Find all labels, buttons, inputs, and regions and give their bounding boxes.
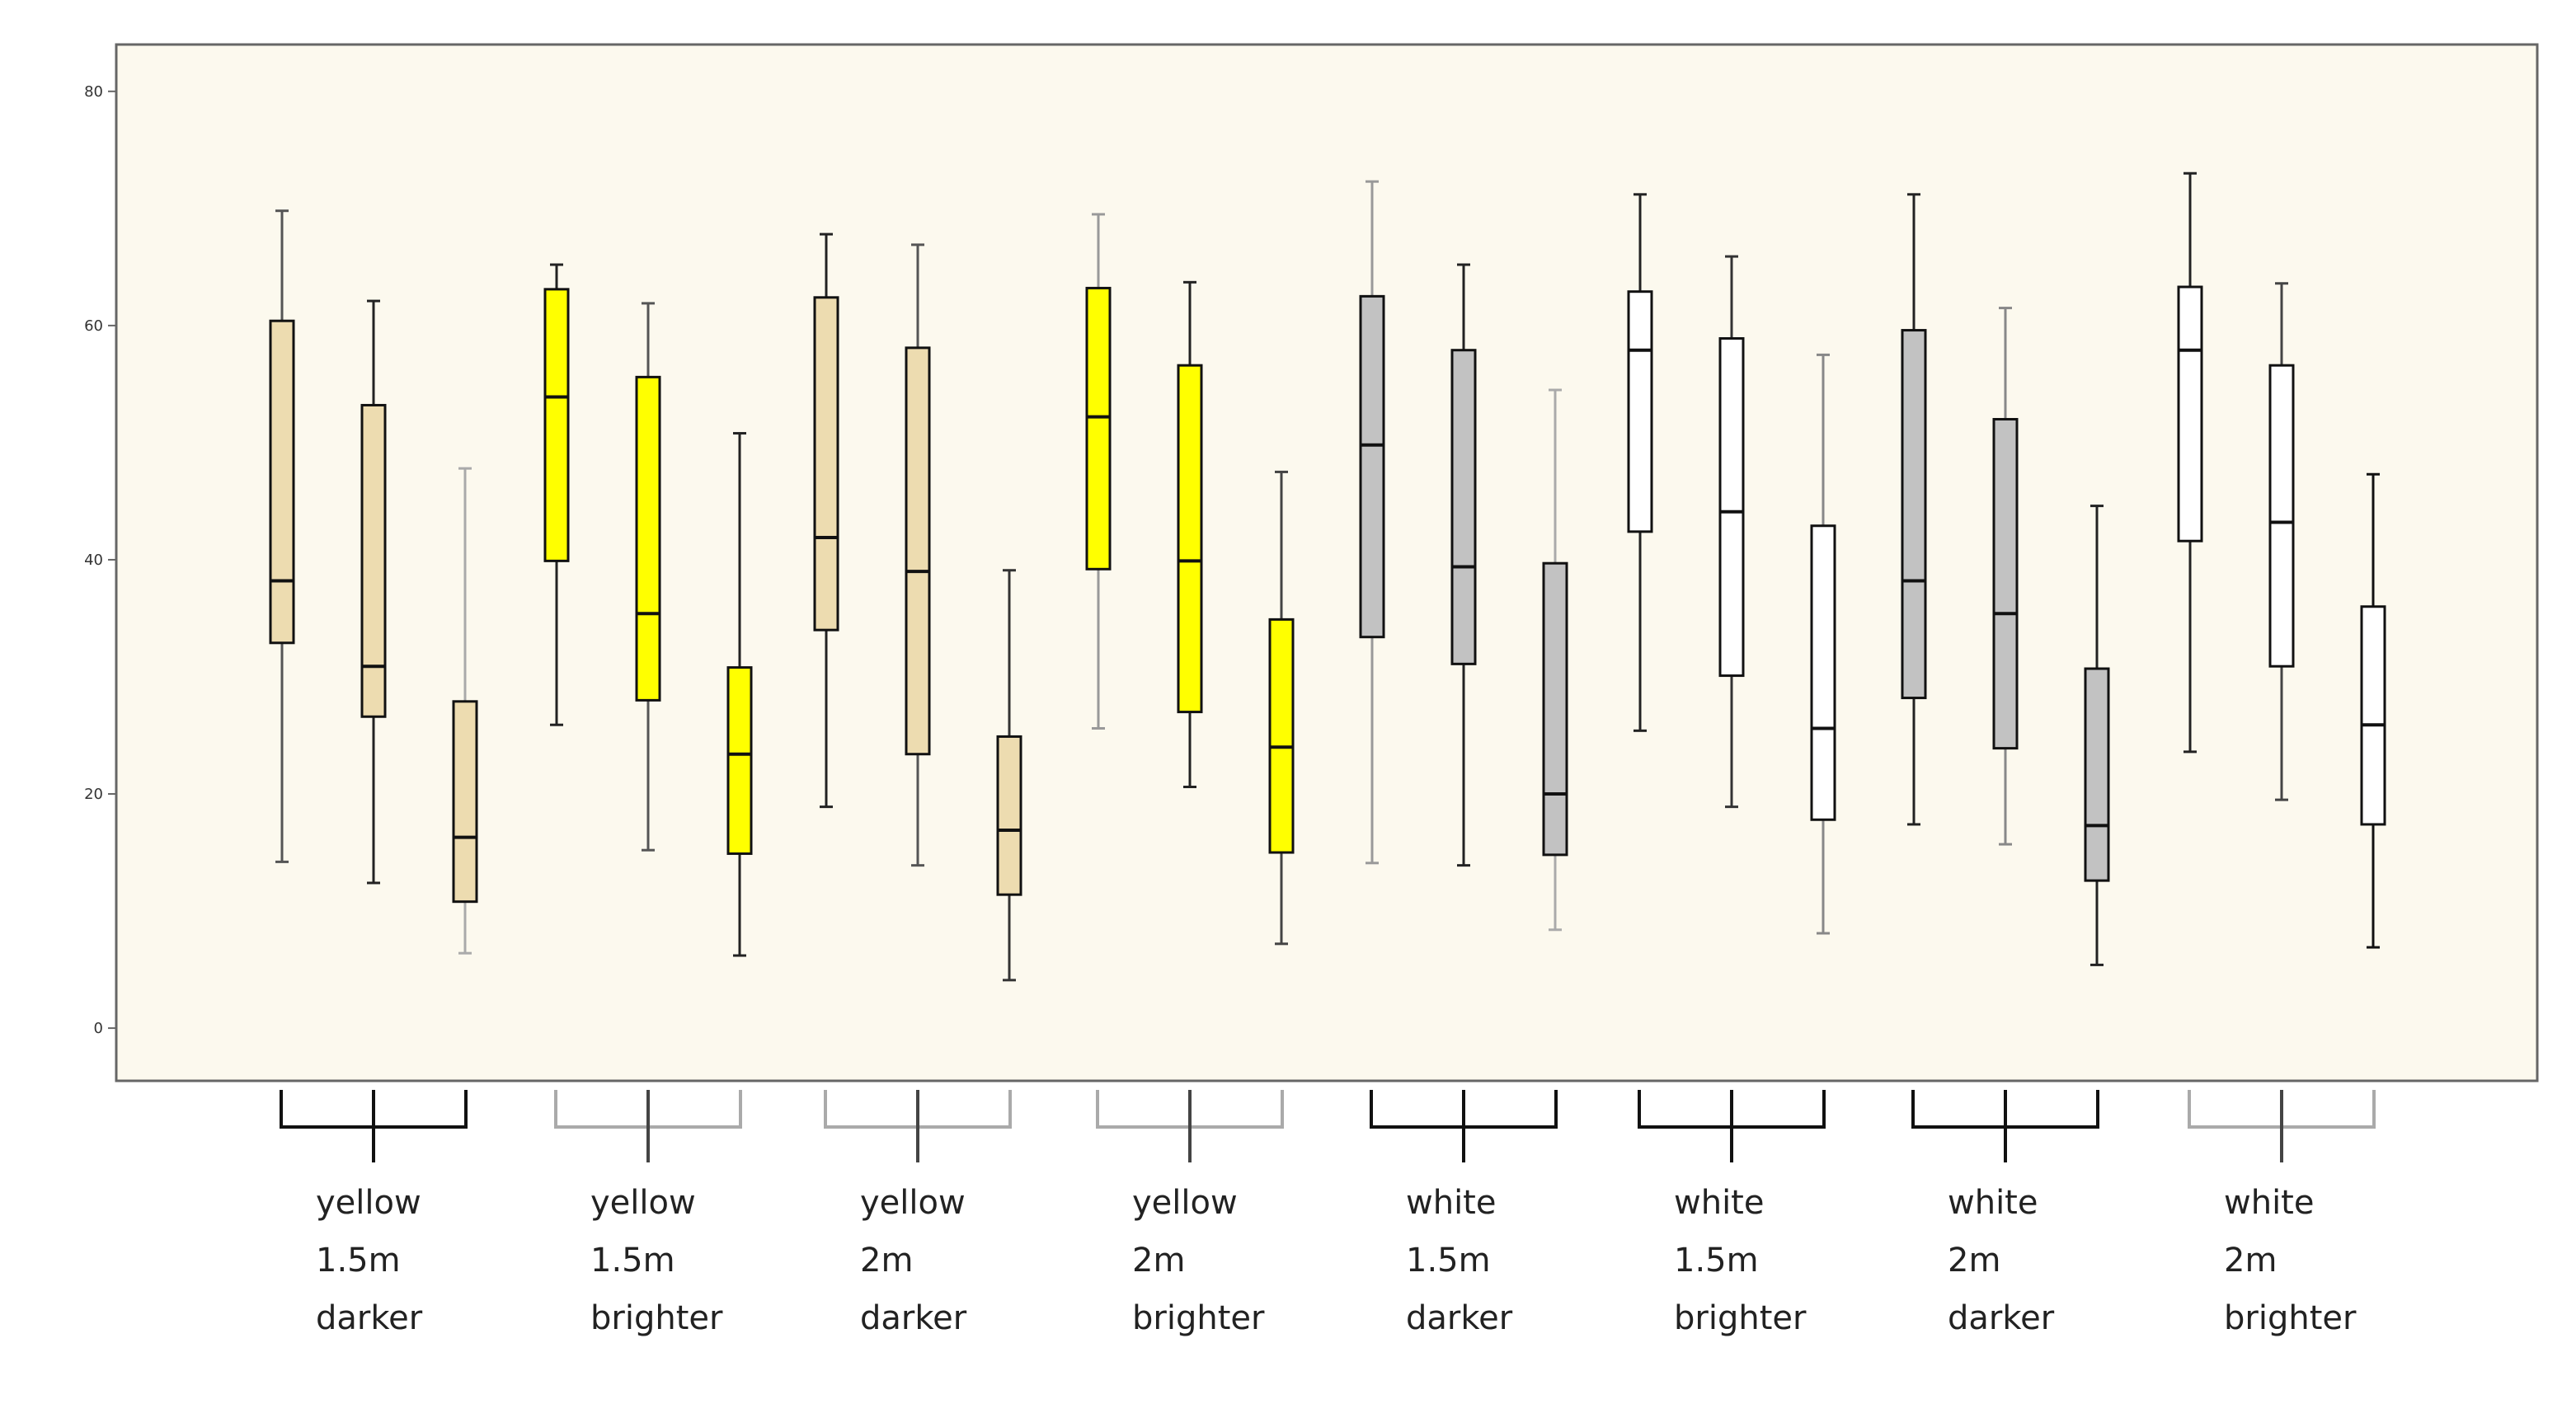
- group-bracket-3: [1096, 1090, 1284, 1162]
- y-tick-label: 0: [94, 1020, 103, 1037]
- box-iqr: [1992, 418, 2019, 750]
- y-tick-label: 80: [84, 83, 103, 101]
- group-label-3: yellow 2m brighter: [1132, 1184, 1265, 1337]
- group-label-line: yellow: [860, 1184, 966, 1222]
- group-label-line: yellow: [316, 1184, 421, 1222]
- box-15: [1627, 193, 1653, 732]
- group-label-line: 1.5m: [1406, 1242, 1491, 1280]
- group-bracket-4: [1370, 1090, 1558, 1162]
- box-16: [1718, 255, 1745, 809]
- group-label-7: white 2m brighter: [2224, 1184, 2357, 1337]
- group-label-line: white: [2224, 1184, 2314, 1222]
- group-label-line: 1.5m: [590, 1242, 675, 1280]
- group-label-line: yellow: [590, 1184, 696, 1222]
- group-label-4: white 1.5m darker: [1406, 1184, 1513, 1337]
- group-label-line: 2m: [1132, 1242, 1185, 1280]
- box-iqr: [1085, 286, 1112, 571]
- box-iqr: [635, 375, 661, 702]
- box-8: [996, 569, 1022, 982]
- group-label-6: white 2m darker: [1948, 1184, 2055, 1337]
- group-bracket-0: [280, 1090, 468, 1162]
- box-iqr: [726, 666, 753, 855]
- box-iqr: [905, 346, 931, 756]
- group-label-line: 1.5m: [316, 1242, 401, 1280]
- box-iqr: [1718, 337, 1745, 678]
- box-22: [2268, 282, 2295, 801]
- box-19: [1992, 307, 2019, 846]
- box-9: [1085, 213, 1112, 730]
- group-bracket-5: [1638, 1090, 1826, 1162]
- box-7: [905, 243, 931, 867]
- group-bracket-7: [2188, 1090, 2376, 1162]
- box-13: [1450, 263, 1477, 867]
- box-18: [1901, 193, 1927, 826]
- group-label-line: white: [1406, 1184, 1496, 1222]
- box-iqr: [1359, 294, 1385, 639]
- box-3: [543, 263, 570, 726]
- group-label-line: darker: [316, 1299, 423, 1337]
- box-iqr: [2084, 667, 2110, 882]
- box-iqr: [543, 288, 570, 562]
- box-iqr: [1542, 561, 1568, 857]
- box-iqr: [2360, 605, 2386, 826]
- box-23: [2360, 472, 2386, 949]
- boxes-layer: [269, 171, 2386, 982]
- group-label-1: yellow 1.5m brighter: [590, 1184, 723, 1337]
- box-10: [1177, 280, 1203, 788]
- group-label-line: brighter: [1674, 1299, 1807, 1337]
- box-iqr: [996, 735, 1022, 896]
- box-11: [1268, 470, 1295, 946]
- box-iqr: [1177, 364, 1203, 714]
- group-label-line: brighter: [2224, 1299, 2357, 1337]
- box-5: [726, 432, 753, 957]
- box-iqr: [269, 319, 295, 645]
- group-labels: yellow1.5mdarkeryellow1.5mbrighteryellow…: [316, 1184, 2357, 1337]
- group-label-line: 1.5m: [1674, 1242, 1759, 1280]
- box-4: [635, 302, 661, 852]
- box-17: [1810, 353, 1836, 935]
- group-label-line: 2m: [2224, 1242, 2277, 1280]
- box-1: [360, 299, 387, 885]
- group-bracket-6: [1911, 1090, 2099, 1162]
- group-label-2: yellow 2m darker: [860, 1184, 967, 1337]
- plot-area: [115, 43, 2539, 1082]
- box-iqr: [360, 403, 387, 718]
- box-iqr: [2177, 285, 2203, 542]
- group-label-line: yellow: [1132, 1184, 1238, 1222]
- group-label-line: 2m: [860, 1242, 913, 1280]
- group-label-0: yellow 1.5m darker: [316, 1184, 423, 1337]
- group-label-line: white: [1674, 1184, 1764, 1222]
- group-label-line: brighter: [1132, 1299, 1265, 1337]
- y-tick-label: 40: [84, 552, 103, 569]
- box-0: [269, 209, 295, 863]
- box-iqr: [1810, 524, 1836, 821]
- group-label-line: darker: [1406, 1299, 1513, 1337]
- box-iqr: [1627, 290, 1653, 533]
- group-label-line: darker: [860, 1299, 967, 1337]
- box-20: [2084, 505, 2110, 966]
- box-12: [1359, 180, 1385, 865]
- group-label-5: white 1.5m brighter: [1674, 1184, 1807, 1337]
- box-6: [813, 232, 839, 809]
- y-tick-label: 60: [84, 317, 103, 335]
- box-14: [1542, 388, 1568, 932]
- group-brackets: [280, 1090, 2376, 1162]
- box-iqr: [1450, 349, 1477, 665]
- group-bracket-2: [824, 1090, 1012, 1162]
- box-21: [2177, 171, 2203, 754]
- group-label-line: white: [1948, 1184, 2038, 1222]
- y-axis: 0 20 40 60 80: [84, 83, 116, 1037]
- box-iqr: [1268, 617, 1295, 854]
- group-bracket-1: [554, 1090, 742, 1162]
- group-label-line: 2m: [1948, 1242, 2000, 1280]
- group-label-line: brighter: [590, 1299, 723, 1337]
- box-iqr: [1901, 329, 1927, 700]
- group-label-line: darker: [1948, 1299, 2055, 1337]
- box-iqr: [452, 700, 478, 904]
- y-tick-label: 20: [84, 786, 103, 803]
- box-iqr: [813, 296, 839, 632]
- box-iqr: [2268, 364, 2295, 668]
- box-2: [452, 467, 478, 955]
